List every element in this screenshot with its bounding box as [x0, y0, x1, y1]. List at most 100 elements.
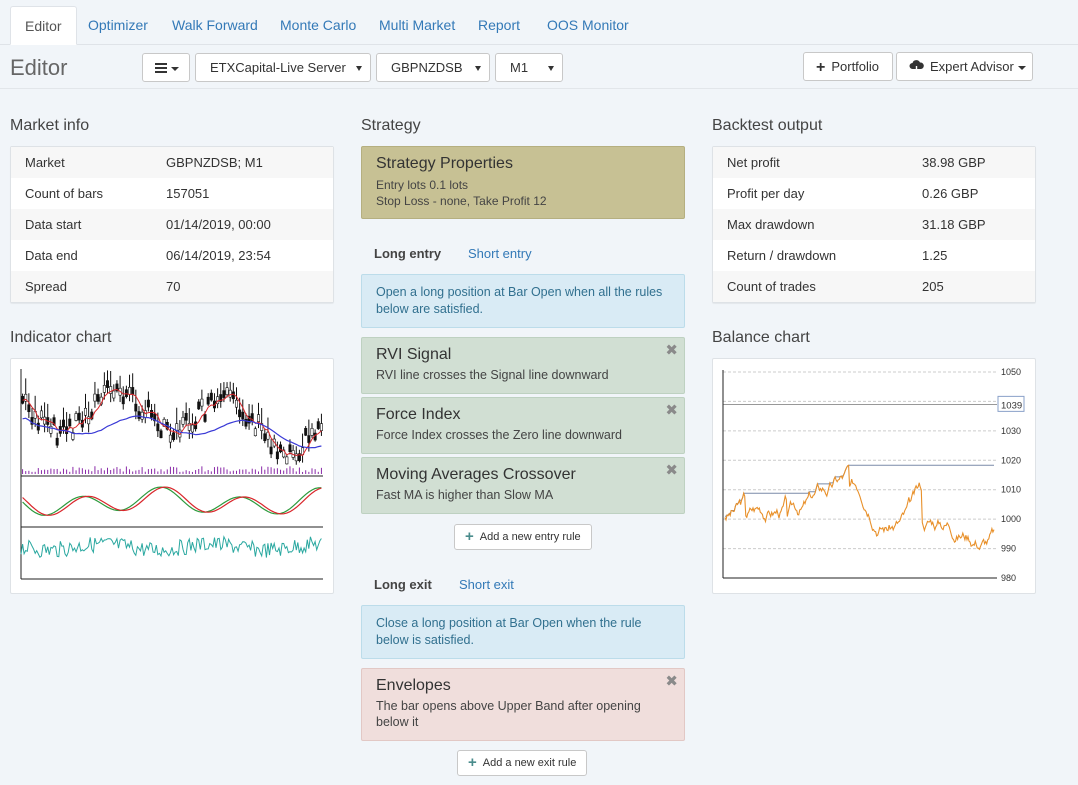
balance-chart-card[interactable]: 1050104010301020101010009909801039: [712, 358, 1036, 594]
candle-body: [184, 413, 188, 421]
row-value: 1.25: [922, 248, 948, 263]
portfolio-button[interactable]: + Portfolio: [803, 52, 893, 81]
tab-report[interactable]: Report: [478, 17, 521, 33]
row-key: Market: [25, 155, 65, 170]
last-value-label: 1039: [1001, 400, 1022, 411]
candle-body: [61, 419, 65, 428]
candle-body: [146, 399, 150, 408]
strategy-properties-lots: Entry lots 0.1 lots: [376, 178, 469, 192]
tab-long-entry[interactable]: Long entry: [374, 246, 442, 261]
candle-body: [316, 421, 320, 429]
candle-body: [27, 404, 31, 413]
candle-body: [263, 433, 267, 442]
tab-multi-market[interactable]: Multi Market: [379, 17, 456, 33]
row-key: Count of bars: [25, 186, 104, 201]
row-key: Spread: [25, 279, 67, 294]
plus-icon: +: [816, 59, 826, 76]
candle-body: [109, 386, 113, 394]
last-value-box: [997, 395, 1025, 412]
candle-body: [102, 385, 106, 393]
rule-description: The bar opens above Upper Band after ope…: [376, 699, 641, 729]
candle-body: [225, 387, 229, 395]
close-icon[interactable]: ✖: [665, 462, 678, 479]
candle-body: [234, 399, 238, 408]
row-key: Profit per day: [727, 186, 805, 201]
candle-body: [241, 411, 245, 420]
candle-body: [275, 451, 279, 460]
symbol-select-value: GBPNZDSB: [391, 60, 463, 75]
indicator-chart-heading: Indicator chart: [10, 329, 112, 346]
tab-editor[interactable]: Editor: [10, 6, 77, 45]
add-entry-rule-button[interactable]: + Add a new entry rule: [454, 524, 592, 550]
expert-advisor-button[interactable]: Expert Advisor: [896, 52, 1033, 81]
table-row: Count of bars 157051: [11, 178, 333, 209]
candle-body: [121, 396, 125, 405]
table-row: Max drawdown 31.18 GBP: [713, 209, 1035, 240]
candle-body: [206, 396, 210, 405]
candle-body: [190, 424, 194, 433]
candle-body: [159, 430, 163, 439]
row-value: 31.18 GBP: [922, 217, 986, 232]
strategy-properties[interactable]: Strategy Properties Entry lots 0.1 lots …: [361, 146, 685, 219]
add-exit-rule-button[interactable]: + Add a new exit rule: [457, 750, 588, 776]
candle-body: [83, 407, 87, 416]
close-icon[interactable]: ✖: [665, 402, 678, 419]
candle-body: [238, 409, 242, 418]
y-tick-label: 1030: [1001, 426, 1021, 436]
indicator-chart-card[interactable]: [10, 358, 334, 594]
balance-line: [724, 464, 995, 551]
period-select[interactable]: M1: [495, 53, 563, 82]
row-key: Net profit: [727, 155, 780, 170]
row-key: Count of trades: [727, 279, 816, 294]
row-value: 01/14/2019, 00:00: [166, 217, 271, 232]
tab-long-exit[interactable]: Long exit: [374, 577, 432, 592]
candle-body: [197, 401, 201, 410]
entry-rule-ma-crossover[interactable]: Moving Averages Crossover Fast MA is hig…: [361, 457, 685, 514]
exit-info-box: Close a long position at Bar Open when t…: [361, 605, 685, 659]
candle-body: [156, 423, 160, 432]
table-row: Market GBPNZDSB; M1: [11, 147, 333, 178]
tab-oos-monitor[interactable]: OOS Monitor: [547, 17, 629, 33]
cloud-download-icon: [909, 55, 924, 82]
strategy-properties-stops: Stop Loss - none, Take Profit 12: [376, 194, 547, 208]
plus-icon: +: [468, 754, 477, 771]
tab-walk-forward[interactable]: Walk Forward: [172, 17, 258, 33]
candle-body: [181, 416, 185, 425]
rule-description: Force Index crosses the Zero line downwa…: [376, 428, 622, 442]
row-value: 205: [922, 279, 944, 294]
row-value: 06/14/2019, 23:54: [166, 248, 271, 263]
candle-body: [203, 414, 207, 422]
candle-body: [49, 426, 53, 434]
strategy-properties-title: Strategy Properties: [376, 155, 513, 172]
server-select[interactable]: ETXCapital-Live Server: [195, 53, 371, 82]
row-value: 70: [166, 279, 181, 294]
y-tick-label: 1050: [1001, 367, 1021, 377]
y-tick-label: 1020: [1001, 455, 1021, 465]
tab-short-entry[interactable]: Short entry: [468, 246, 532, 261]
entry-rule-rvi-signal[interactable]: RVI Signal RVI line crosses the Signal l…: [361, 337, 685, 394]
y-tick-label: 1000: [1001, 514, 1021, 524]
close-icon[interactable]: ✖: [665, 673, 678, 690]
candle-body: [39, 410, 43, 419]
exit-rule-envelopes[interactable]: Envelopes The bar opens above Upper Band…: [361, 668, 685, 741]
candle-body: [288, 444, 292, 453]
backtest-output-table: Net profit 38.98 GBP Profit per day 0.26 G…: [712, 146, 1036, 303]
candle-body: [115, 383, 119, 392]
candle-body: [137, 411, 141, 419]
tab-short-exit[interactable]: Short exit: [459, 577, 514, 592]
tab-monte-carlo[interactable]: Monte Carlo: [280, 17, 357, 33]
add-entry-rule-label: Add a new entry rule: [479, 531, 581, 543]
menu-button[interactable]: [142, 53, 190, 82]
chevron-down-icon: [171, 66, 179, 71]
rule-description: RVI line crosses the Signal line downwar…: [376, 368, 609, 382]
tab-optimizer[interactable]: Optimizer: [88, 17, 148, 33]
row-key: Data start: [25, 217, 82, 232]
slow-ma-line: [22, 415, 322, 449]
candle-body: [244, 418, 248, 427]
row-value: GBPNZDSB; M1: [166, 155, 263, 170]
close-icon[interactable]: ✖: [665, 342, 678, 359]
symbol-select[interactable]: GBPNZDSB: [376, 53, 490, 82]
entry-rule-force-index[interactable]: Force Index Force Index crosses the Zero…: [361, 397, 685, 454]
candle-body: [30, 417, 34, 425]
candle-body: [93, 393, 97, 402]
